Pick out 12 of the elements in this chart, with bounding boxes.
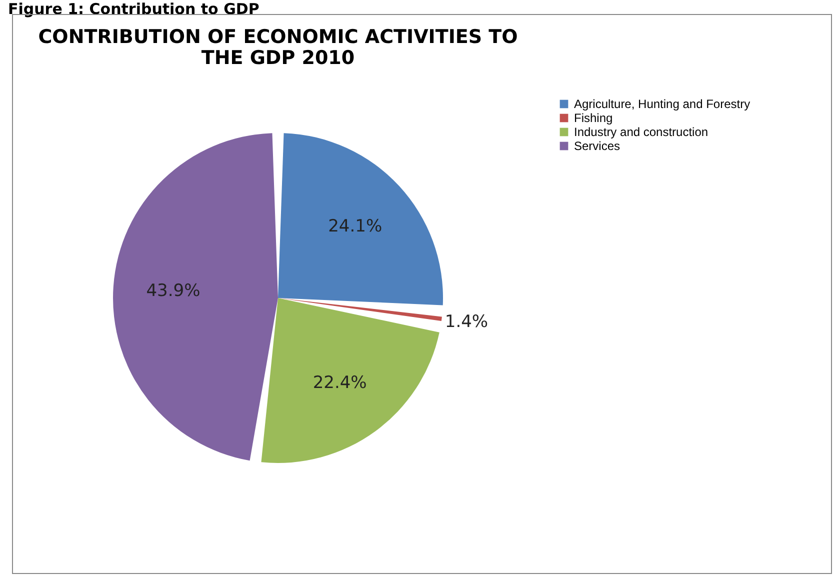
- chart-title: CONTRIBUTION OF ECONOMIC ACTIVITIES TO THE GDP 2010: [38, 26, 518, 69]
- data-label: 1.4%: [444, 312, 488, 332]
- legend-label: Services: [574, 139, 620, 153]
- pie-slice: [113, 133, 278, 461]
- caption: Figure 1: Contribution to GDP: [8, 0, 260, 18]
- legend-label: Fishing: [574, 111, 613, 125]
- pie-slice: [261, 298, 440, 463]
- legend-label: Agriculture, Hunting and Forestry: [574, 97, 750, 111]
- data-label: 24.1%: [328, 216, 382, 237]
- legend-label: Industry and construction: [574, 125, 708, 139]
- data-label: 43.9%: [146, 280, 200, 301]
- data-label: 22.4%: [312, 372, 367, 393]
